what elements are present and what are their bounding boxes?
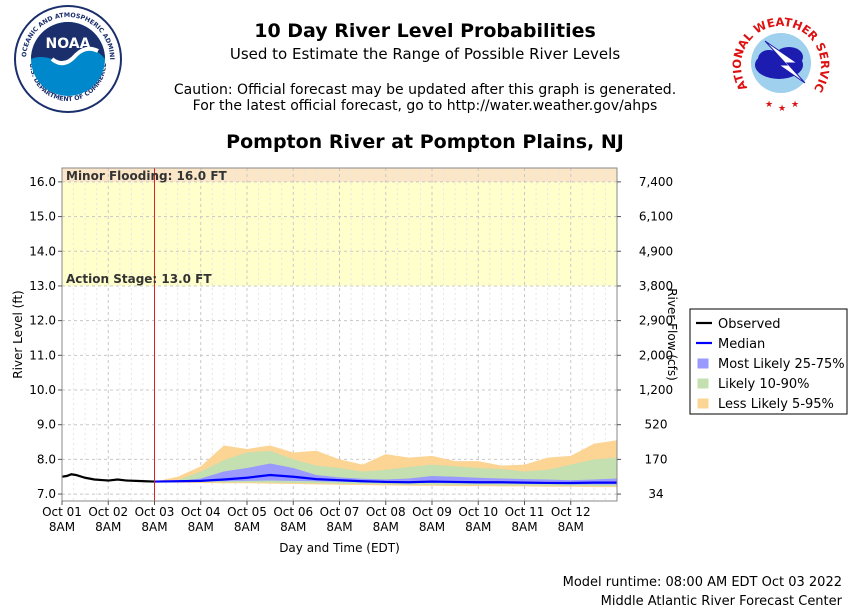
x-tick-label: 8AM	[141, 520, 167, 534]
y2-axis-label: River Flow (cfs)	[665, 288, 679, 381]
x-tick-label: 8AM	[49, 520, 75, 534]
y2-tick-label: 1,200	[639, 383, 673, 397]
y2-tick-label: 3,800	[639, 279, 673, 293]
page-subtitle: Used to Estimate the Range of Possible R…	[229, 45, 621, 63]
y-tick-label: 8.0	[37, 452, 56, 466]
star-icon: ★	[765, 100, 773, 110]
minor-flooding-label: Minor Flooding: 16.0 FT	[66, 169, 228, 183]
observed-line	[61, 473, 155, 483]
x-tick-label: Oct 11	[505, 505, 545, 519]
x-tick-label: 8AM	[234, 520, 260, 534]
legend-swatch-band_5_95	[697, 398, 709, 409]
band-25-75	[154, 463, 617, 485]
x-tick-label: 8AM	[280, 520, 306, 534]
y-tick-label: 14.0	[29, 244, 56, 258]
forecast-start-marker: Minor Flooding: 16.0 FT Action Stage: 13.…	[66, 168, 228, 501]
legend: Observed Median Most Likely 25-75% Likely 1…	[689, 308, 848, 415]
y2-tick-label: 4,900	[639, 244, 673, 258]
y-tick-label: 10.0	[29, 383, 56, 397]
legend-box	[689, 308, 848, 415]
legend-label-observed: Observed	[718, 317, 781, 332]
noaa-center-text: NOAA	[46, 36, 91, 52]
grid-lines	[61, 168, 617, 501]
caution-link-text[interactable]: For the latest official forecast, go to …	[192, 98, 658, 114]
x-tick-label: Oct 02	[88, 505, 128, 519]
x-tick-label: Oct 10	[458, 505, 498, 519]
x-tick-label: 8AM	[465, 520, 491, 534]
x-tick-label: Oct 03	[135, 505, 175, 519]
legend-swatch-band_25_75	[697, 358, 709, 369]
x-tick-label: Oct 01	[42, 505, 82, 519]
y-tick-label: 9.0	[37, 418, 56, 432]
series-lines	[61, 473, 617, 485]
x-tick-label: 8AM	[188, 520, 214, 534]
y-tick-label: 7.0	[37, 487, 56, 501]
forecast-center: Middle Atlantic River Forecast Center	[600, 594, 842, 609]
action-stage-label: Action Stage: 13.0 FT	[66, 272, 212, 286]
star-icon: ★	[791, 100, 799, 110]
nws-logo: NATIONAL WEATHER SERVICE ★ ★ ★	[725, 5, 835, 115]
legend-label-band_25_75: Most Likely 25-75%	[718, 357, 845, 372]
y2-tick-label: 2,000	[639, 348, 673, 362]
x-axis-label: Day and Time (EDT)	[279, 541, 400, 555]
location-title: Pompton River at Pompton Plains, NJ	[226, 131, 624, 153]
legend-label-band_5_95: Less Likely 5-95%	[718, 397, 834, 412]
y-axis-label: River Level (ft)	[11, 290, 25, 378]
axes: 7.0 8.0 9.0 10.0 11.0 12.0 13.0 14.0 15.0 16.0 34 1…	[11, 175, 679, 555]
y-tick-label: 15.0	[29, 210, 56, 224]
x-tick-label: Oct 09	[412, 505, 452, 519]
page-title: 10 Day River Level Probabilities	[254, 20, 596, 42]
caution-text: Caution: Official forecast may be update…	[173, 82, 677, 98]
y2-tick-label: 170	[645, 452, 668, 466]
x-tick-label: Oct 06	[273, 505, 313, 519]
x-tick-label: 8AM	[326, 520, 352, 534]
y2-tick-label: 6,100	[639, 210, 673, 224]
x-tick-label: Oct 04	[181, 505, 221, 519]
legend-label-band_10_90: Likely 10-90%	[718, 377, 809, 392]
y2-tick-label: 2,900	[639, 314, 673, 328]
model-runtime: Model runtime: 08:00 AM EDT Oct 03 2022	[562, 575, 842, 590]
x-tick-label: Oct 07	[320, 505, 360, 519]
x-tick-label: 8AM	[558, 520, 584, 534]
legend-swatch-band_10_90	[697, 378, 709, 389]
y2-tick-label: 520	[645, 418, 668, 432]
noaa-logo: NATIONAL OCEANIC AND ATMOSPHERIC ADMINIS…	[12, 5, 122, 113]
x-tick-label: Oct 08	[366, 505, 406, 519]
x-tick-label: 8AM	[373, 520, 399, 534]
y2-tick-label: 34	[648, 487, 663, 501]
star-icon: ★	[778, 104, 786, 114]
x-tick-label: 8AM	[95, 520, 121, 534]
y2-tick-label: 7,400	[639, 175, 673, 189]
y-tick-label: 12.0	[29, 314, 56, 328]
x-tick-label: Oct 05	[227, 505, 267, 519]
y-tick-label: 16.0	[29, 175, 56, 189]
x-tick-label: Oct 12	[551, 505, 591, 519]
y-tick-label: 13.0	[29, 279, 56, 293]
y-tick-label: 11.0	[29, 348, 56, 362]
x-tick-label: 8AM	[419, 520, 445, 534]
legend-label-median: Median	[718, 337, 765, 352]
median-line	[154, 473, 617, 485]
x-tick-label: 8AM	[511, 520, 537, 534]
